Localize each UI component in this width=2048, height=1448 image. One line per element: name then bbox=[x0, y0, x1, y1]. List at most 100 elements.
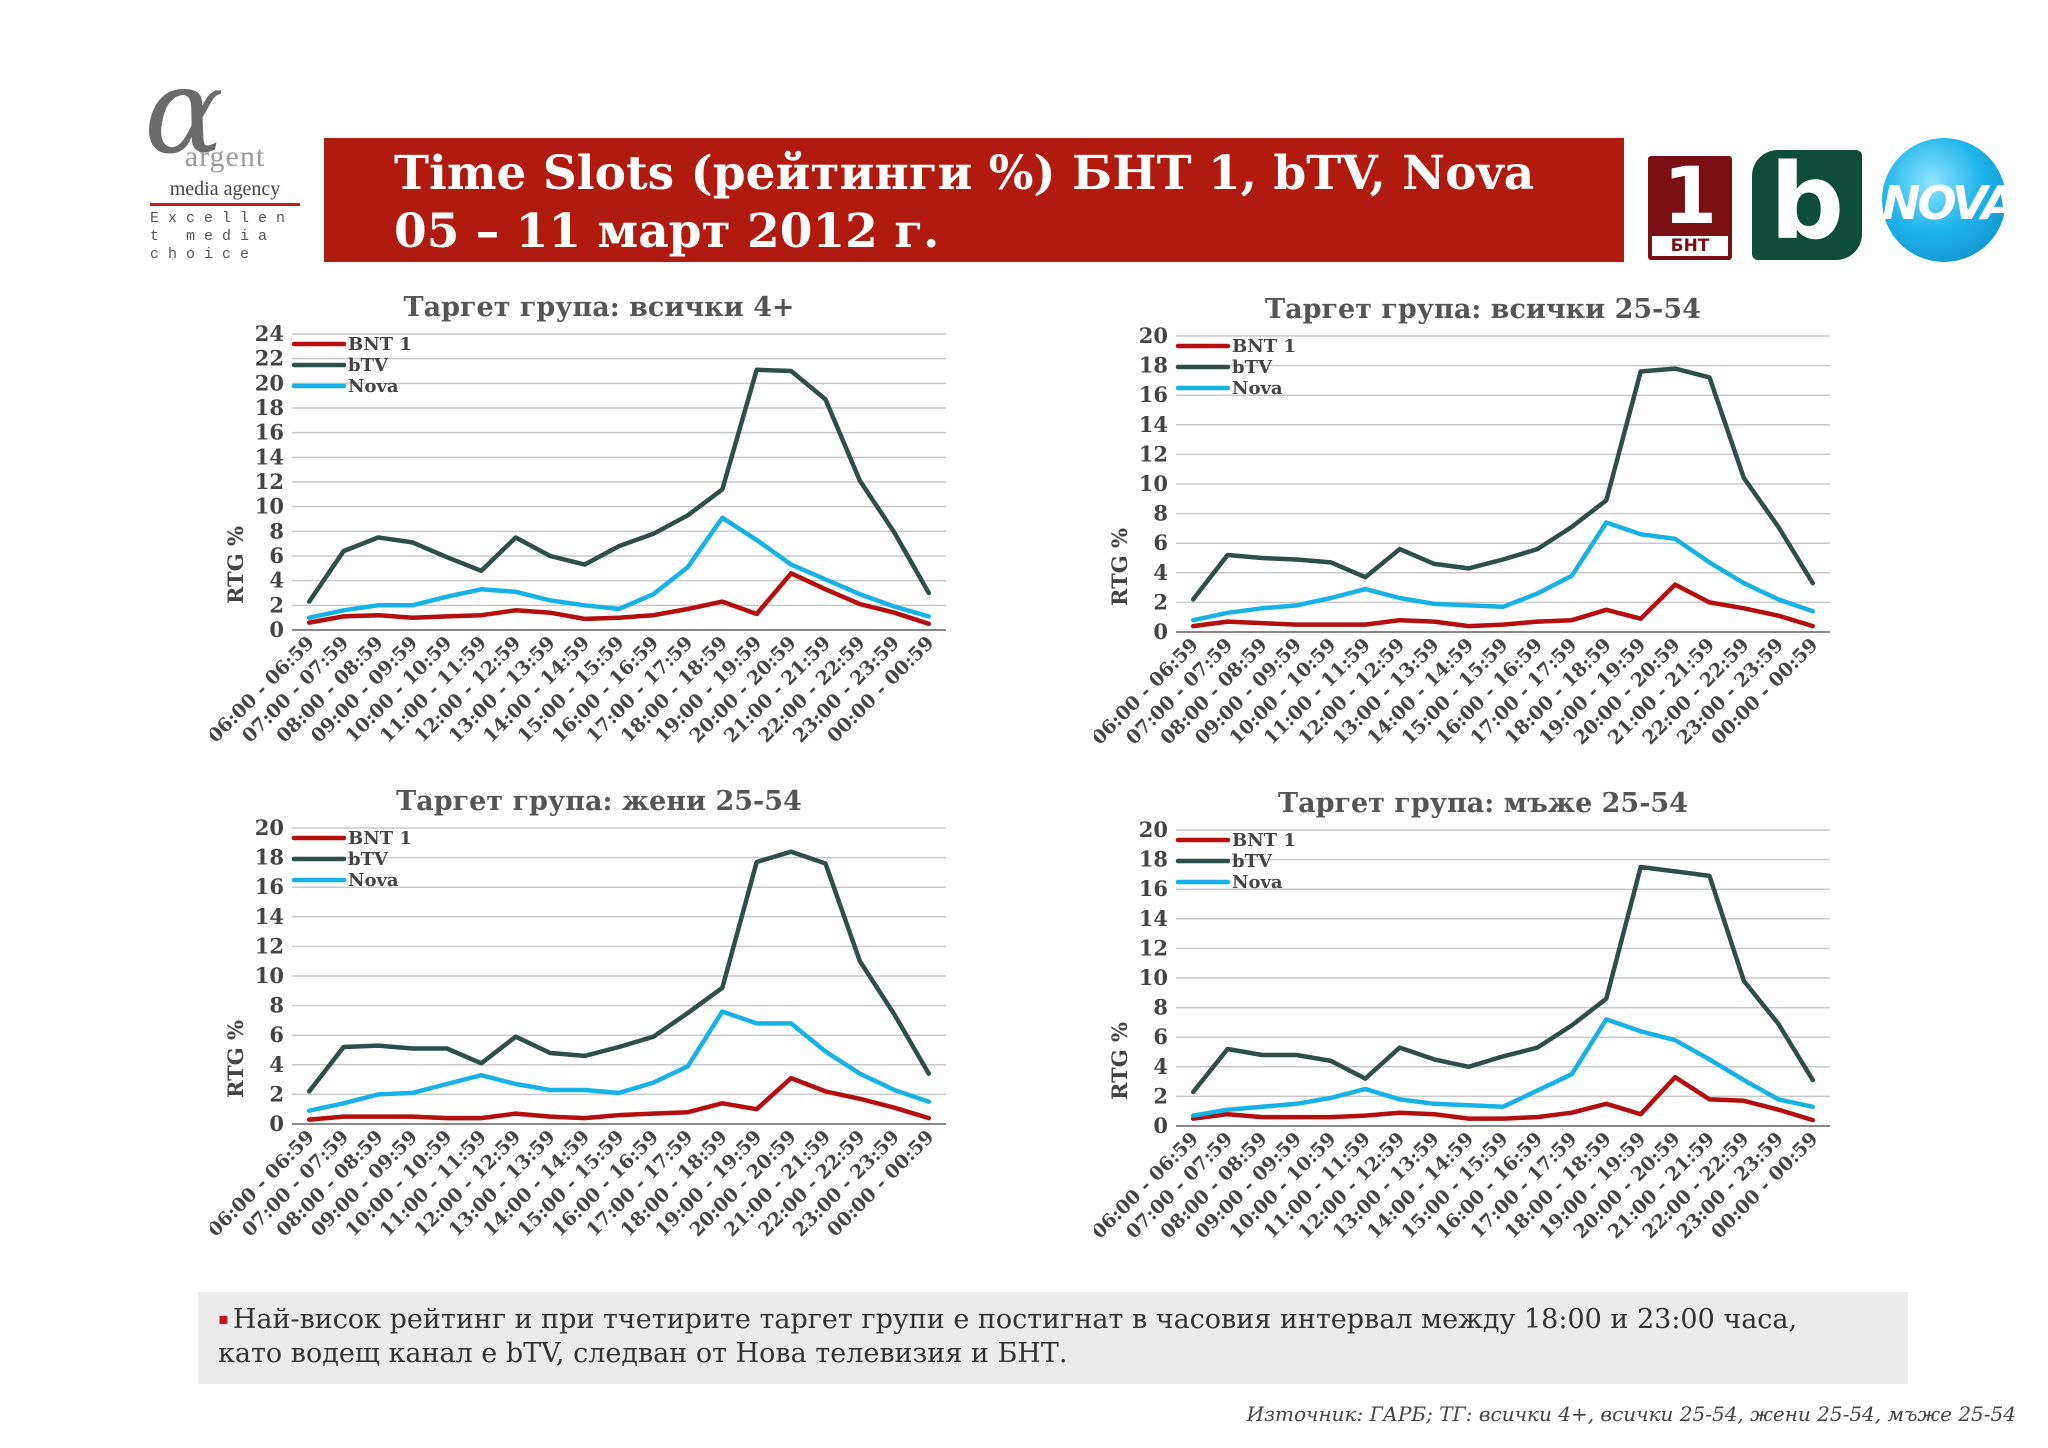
legend-label: bTV bbox=[1232, 851, 1273, 872]
y-axis-label: RTG % bbox=[223, 526, 248, 604]
chart-all-25-54: Таргет група: всички 25-54 0 2 4 6 8 10 12 14 16 1… bbox=[1094, 294, 1830, 749]
bnt-logo-label: БНТ bbox=[1652, 236, 1728, 256]
y-tick-label: 20 bbox=[1139, 323, 1168, 348]
series-line-bnt-1 bbox=[1190, 1074, 1816, 1123]
chart-men-25-54: Таргет група: мъже 25-54 0 2 4 6 8 10 12 14 16 18 2… bbox=[1094, 788, 1830, 1243]
y-tick-label: 4 bbox=[269, 568, 284, 593]
chart-title: Таргет група: мъже 25-54 bbox=[1278, 788, 1688, 819]
title-bar: Time Slots (рейтинги %) БНТ 1, bTV, Nova… bbox=[324, 138, 1624, 262]
page-subtitle-date: 05 – 11 март 2012 г. bbox=[394, 204, 940, 259]
agency-logo: α argent media agency Excellent media ch… bbox=[138, 52, 308, 268]
series-line-btv bbox=[1190, 864, 1816, 1095]
legend-label: Nova bbox=[348, 376, 399, 397]
y-tick-label: 18 bbox=[1139, 847, 1168, 872]
chart-title: Таргет група: всички 4+ bbox=[404, 292, 795, 323]
y-axis-label: RTG % bbox=[223, 1020, 248, 1098]
y-tick-label: 10 bbox=[1139, 965, 1168, 990]
y-tick-label: 16 bbox=[255, 420, 284, 445]
y-tick-label: 4 bbox=[1153, 1054, 1168, 1079]
logo-letter-icon: α bbox=[144, 42, 224, 180]
series-line-bnt-1 bbox=[1190, 582, 1816, 629]
y-tick-label: 8 bbox=[1153, 501, 1168, 526]
y-tick-label: 6 bbox=[269, 1022, 284, 1047]
note-text-line1: Най-висок рейтинг и при тчетирите таргет… bbox=[232, 1304, 1798, 1335]
y-tick-label: 14 bbox=[255, 444, 284, 469]
page-title: Time Slots (рейтинги %) БНТ 1, bTV, Nova bbox=[394, 146, 1535, 201]
y-tick-label: 14 bbox=[255, 904, 284, 929]
y-tick-label: 8 bbox=[1153, 995, 1168, 1020]
legend-label: bTV bbox=[348, 849, 389, 870]
y-tick-label: 10 bbox=[255, 494, 284, 519]
summary-note: ▪ Най-висок рейтинг и при тчетирите тарге… bbox=[198, 1292, 1908, 1384]
y-tick-label: 12 bbox=[1139, 935, 1168, 960]
y-tick-label: 8 bbox=[269, 993, 284, 1018]
y-tick-label: 10 bbox=[1139, 471, 1168, 496]
series-line-bnt-1 bbox=[306, 571, 932, 627]
chart-title: Таргет група: жени 25-54 bbox=[396, 786, 802, 817]
y-tick-label: 12 bbox=[1139, 441, 1168, 466]
y-tick-label: 6 bbox=[1153, 1024, 1168, 1049]
nova-logo: NOVA bbox=[1882, 138, 2017, 262]
y-tick-label: 18 bbox=[255, 845, 284, 870]
legend-label: bTV bbox=[348, 355, 389, 376]
y-tick-label: 8 bbox=[269, 518, 284, 543]
btv-logo: b bbox=[1752, 150, 1862, 260]
y-tick-label: 14 bbox=[1139, 906, 1168, 931]
y-tick-label: 18 bbox=[255, 395, 284, 420]
legend-label: BNT 1 bbox=[1232, 336, 1296, 357]
source-caption: Източник: ГАРБ; ТГ: всички 4+, всички 25… bbox=[1246, 1402, 2016, 1426]
y-tick-label: 0 bbox=[1153, 1113, 1168, 1138]
logo-brand: argent bbox=[184, 140, 266, 173]
y-tick-label: 16 bbox=[1139, 382, 1168, 407]
y-tick-label: 18 bbox=[1139, 353, 1168, 378]
series-line-btv bbox=[306, 849, 932, 1094]
y-tick-label: 0 bbox=[1153, 619, 1168, 644]
y-tick-label: 6 bbox=[1153, 530, 1168, 555]
y-tick-label: 20 bbox=[255, 370, 284, 395]
y-tick-label: 16 bbox=[1139, 876, 1168, 901]
series-line-nova bbox=[306, 515, 932, 620]
series-line-btv bbox=[306, 367, 932, 604]
series-line-btv bbox=[1190, 366, 1816, 602]
y-tick-label: 24 bbox=[255, 321, 284, 346]
legend-label: Nova bbox=[1232, 872, 1283, 893]
legend-label: BNT 1 bbox=[348, 334, 412, 355]
logo-motto: Excellent media choice bbox=[150, 210, 295, 263]
y-tick-label: 16 bbox=[255, 874, 284, 899]
y-tick-label: 2 bbox=[269, 1081, 284, 1106]
bnt-logo-number: 1 bbox=[1662, 156, 1718, 242]
series-line-bnt-1 bbox=[306, 1075, 932, 1122]
y-tick-label: 12 bbox=[255, 469, 284, 494]
note-text-line2: като водещ канал е bTV, следван от Нова … bbox=[218, 1338, 1068, 1369]
y-tick-label: 22 bbox=[255, 346, 284, 371]
series-line-nova bbox=[1190, 520, 1816, 623]
y-tick-label: 2 bbox=[269, 592, 284, 617]
y-tick-label: 2 bbox=[1153, 589, 1168, 614]
y-tick-label: 6 bbox=[269, 543, 284, 568]
btv-logo-letter: b bbox=[1769, 141, 1845, 263]
y-tick-label: 2 bbox=[1153, 1083, 1168, 1108]
legend-label: Nova bbox=[1232, 378, 1283, 399]
y-tick-label: 20 bbox=[255, 815, 284, 840]
legend-label: bTV bbox=[1232, 357, 1273, 378]
y-axis-label: RTG % bbox=[1107, 528, 1132, 606]
legend-label: BNT 1 bbox=[1232, 830, 1296, 851]
y-tick-label: 0 bbox=[269, 617, 284, 642]
legend-label: BNT 1 bbox=[348, 828, 412, 849]
y-tick-label: 0 bbox=[269, 1111, 284, 1136]
y-axis-label: RTG % bbox=[1107, 1022, 1132, 1100]
nova-logo-label: NOVA bbox=[1882, 176, 2017, 230]
y-tick-label: 12 bbox=[255, 933, 284, 958]
series-line-nova bbox=[306, 1009, 932, 1113]
logo-agency: media agency bbox=[150, 178, 300, 206]
y-tick-label: 4 bbox=[269, 1052, 284, 1077]
series-line-nova bbox=[1190, 1017, 1816, 1118]
y-tick-label: 20 bbox=[1139, 817, 1168, 842]
y-tick-label: 10 bbox=[255, 963, 284, 988]
chart-all-4plus: Таргет група: всички 4+02468101214161820… bbox=[210, 292, 946, 747]
chart-title: Таргет група: всички 25-54 bbox=[1265, 294, 1701, 325]
chart-women-25-54: Таргет група: жени 25-54 0 2 4 6 8 10 12 14 16 18 2… bbox=[210, 786, 946, 1241]
bullet-icon: ▪ bbox=[218, 1309, 229, 1328]
legend-label: Nova bbox=[348, 870, 399, 891]
y-tick-label: 4 bbox=[1153, 560, 1168, 585]
